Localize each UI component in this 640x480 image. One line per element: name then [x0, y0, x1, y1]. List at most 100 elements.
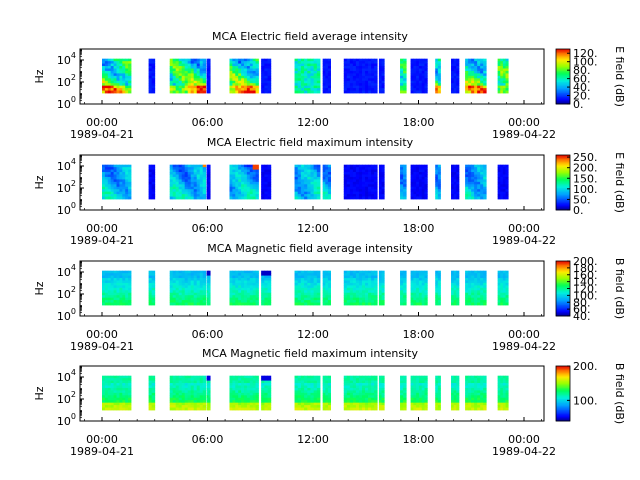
spectrogram-cell — [313, 75, 318, 79]
colorbar-swatch — [556, 263, 570, 266]
spectrogram-cell — [327, 164, 331, 168]
spectrogram-cell — [181, 273, 186, 276]
spectrogram-cell — [193, 397, 198, 401]
spectrogram-cell — [243, 75, 248, 79]
spectrogram-cell — [352, 383, 357, 386]
spectrogram-cell — [465, 295, 469, 299]
spectrogram-cell — [483, 184, 487, 188]
spectrogram-cell — [358, 405, 363, 408]
colorbar-swatch — [556, 190, 570, 193]
spectrogram-cell — [307, 70, 311, 74]
spectrogram-cell — [343, 300, 348, 303]
spectrogram-cell — [413, 297, 417, 301]
spectrogram-cell — [110, 295, 114, 299]
spectrogram-cell — [119, 181, 123, 185]
spectrogram-cell — [125, 397, 129, 401]
spectrogram-cell — [418, 186, 423, 190]
spectrogram-cell — [300, 392, 305, 396]
spectrogram-cell — [297, 290, 302, 294]
spectrogram-cell — [378, 278, 382, 281]
spectrogram-cell — [453, 66, 457, 69]
spectrogram-cell — [229, 181, 233, 185]
spectrogram-cell — [381, 407, 385, 411]
spectrogram-cell — [151, 300, 156, 303]
spectrogram-cell — [327, 385, 331, 389]
spectrogram-cell — [410, 383, 414, 386]
spectrogram-cell — [313, 280, 318, 284]
spectrogram-cell — [371, 58, 375, 62]
spectrogram-cell — [104, 191, 109, 195]
spectrogram-cell — [116, 395, 120, 399]
spectrogram-cell — [361, 181, 366, 185]
spectrogram-cell — [249, 78, 254, 82]
spectrogram-cell — [294, 273, 299, 276]
spectrogram-cell — [246, 380, 251, 384]
spectrogram-cell — [361, 385, 366, 389]
spectrogram-cell — [403, 68, 407, 72]
spectrogram-cell — [416, 68, 420, 72]
spectrogram-cell — [119, 179, 123, 183]
spectrogram-cell — [104, 80, 109, 84]
spectrogram-cell — [294, 181, 299, 185]
spectrogram-cell — [477, 280, 481, 284]
spectrogram-cell — [304, 174, 308, 178]
spectrogram-cell — [349, 375, 354, 379]
spectrogram-cell — [104, 390, 109, 394]
spectrogram-cell — [480, 196, 484, 200]
spectrogram-cell — [500, 270, 504, 274]
spectrogram-cell — [355, 196, 360, 200]
spectrogram-cell — [107, 90, 112, 94]
spectrogram-cell — [400, 73, 404, 77]
spectrogram-cell — [116, 387, 120, 391]
spectrogram-cell — [358, 179, 363, 183]
spectrogram-cell — [255, 70, 259, 74]
spectrogram-cell — [172, 407, 177, 411]
spectrogram-cell — [500, 297, 504, 301]
spectrogram-cell — [178, 273, 183, 276]
spectrogram-cell — [327, 75, 331, 79]
spectrogram-cell — [116, 61, 120, 64]
spectrogram-cell — [307, 85, 311, 89]
spectrogram-cell — [190, 385, 195, 389]
spectrogram-cell — [190, 181, 195, 185]
spectrogram-cell — [421, 61, 425, 64]
spectrogram-cell — [190, 88, 195, 91]
spectrogram-cell — [110, 75, 114, 79]
colorbar-swatch — [556, 172, 570, 175]
spectrogram-cell — [178, 194, 183, 197]
spectrogram-cell — [480, 186, 484, 190]
spectrogram-cell — [104, 174, 109, 178]
spectrogram-cell — [378, 80, 382, 84]
spectrogram-cell — [378, 300, 382, 303]
spectrogram-cell — [355, 176, 360, 180]
spectrogram-cell — [313, 290, 318, 294]
spectrogram-cell — [169, 407, 174, 411]
spectrogram-cell — [243, 66, 248, 69]
spectrogram-cell — [374, 407, 378, 411]
spectrogram-cell — [187, 172, 192, 175]
spectrogram-cell — [128, 73, 132, 77]
spectrogram-cell — [235, 297, 239, 301]
spectrogram-cell — [307, 380, 311, 384]
spectrogram-cell — [264, 270, 268, 274]
spectrogram-cell — [456, 270, 460, 274]
spectrogram-cell — [477, 85, 481, 89]
spectrogram-cell — [327, 400, 331, 404]
x-date-label: 1989-04-21 — [70, 128, 134, 141]
spectrogram-cell — [113, 85, 117, 89]
spectrogram-cell — [368, 295, 372, 299]
spectrogram-cell — [468, 80, 472, 84]
spectrogram-cell — [252, 68, 256, 72]
spectrogram-cell — [232, 270, 236, 274]
x-tick-label: 12:00 — [297, 222, 329, 235]
spectrogram-cell — [104, 275, 109, 279]
spectrogram-cell — [365, 405, 369, 408]
spectrogram-cell — [500, 68, 504, 72]
spectrogram-cell — [169, 176, 174, 180]
spectrogram-cell — [196, 73, 201, 77]
spectrogram-cell — [371, 184, 375, 188]
spectrogram-cell — [465, 73, 469, 77]
spectrogram-cell — [358, 63, 363, 67]
spectrogram-cell — [238, 61, 242, 64]
spectrogram-cell — [116, 380, 120, 384]
